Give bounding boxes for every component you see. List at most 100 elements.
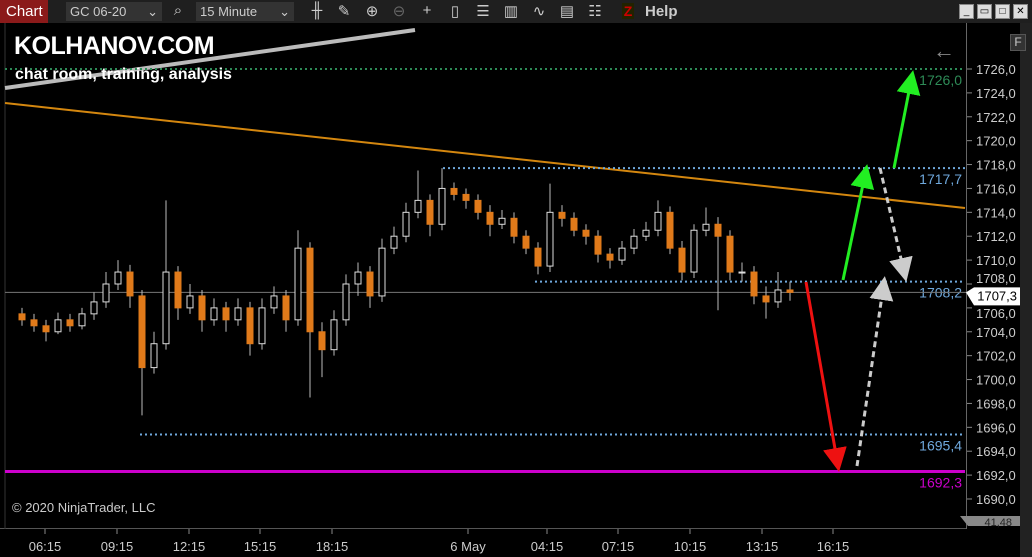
candle-body — [198, 295, 206, 321]
chart-tab[interactable]: Chart — [0, 0, 48, 23]
x-tick-label: 13:15 — [746, 539, 779, 554]
candle-body — [138, 295, 146, 369]
instrument-selector[interactable]: GC 06-20 ⌄ — [66, 2, 162, 21]
pencil-icon[interactable]: ✎ — [337, 3, 351, 20]
bottom-indicator-label: 41,48 — [984, 517, 1012, 529]
trendline-gray — [4, 28, 416, 90]
zoom-in-icon[interactable]: ⊕ — [365, 3, 379, 20]
y-tick-label: 1692,0 — [976, 468, 1016, 483]
candle — [186, 283, 194, 314]
candle — [702, 207, 710, 237]
maximize-button[interactable]: □ — [995, 4, 1010, 19]
candle-body — [450, 187, 458, 195]
candle — [690, 224, 698, 279]
z-logo-icon[interactable]: Z — [622, 3, 634, 19]
minimize-button[interactable]: _ — [959, 4, 974, 19]
zoom-out-icon[interactable]: ⊖ — [392, 3, 406, 20]
candle-body — [486, 211, 494, 225]
candle — [138, 289, 146, 416]
data-box-icon[interactable]: ▯ — [450, 3, 460, 20]
interval-selector[interactable]: 15 Minute ⌄ — [196, 2, 294, 21]
candle-body — [174, 271, 182, 309]
candle-body — [594, 235, 602, 255]
properties-icon[interactable]: ▤ — [559, 3, 575, 20]
candle-body — [774, 289, 782, 303]
candle — [534, 242, 542, 275]
candle — [114, 260, 122, 290]
back-arrow-icon[interactable]: ← — [933, 38, 955, 63]
candle-body — [654, 211, 662, 231]
candle-body — [354, 271, 362, 285]
restore-button[interactable]: ▭ — [977, 4, 992, 19]
bar-type-icon[interactable]: ╫ — [311, 2, 323, 19]
candle-body — [426, 199, 434, 225]
candle — [174, 266, 182, 320]
candle-body — [498, 217, 506, 225]
candle — [498, 209, 506, 230]
candle-body — [522, 235, 530, 249]
tagline: chat room, training, analysis — [15, 66, 232, 83]
candle — [402, 202, 410, 243]
close-button[interactable]: ✕ — [1013, 4, 1028, 19]
y-tick-label: 1722,0 — [976, 110, 1016, 125]
candle-body — [678, 247, 686, 273]
candle — [390, 226, 398, 255]
candle — [450, 182, 458, 201]
candle — [234, 298, 242, 326]
candle — [306, 242, 314, 398]
candle — [714, 217, 722, 311]
candle-body — [690, 229, 698, 273]
candle — [510, 212, 518, 244]
candle-body — [42, 325, 50, 333]
candle-body — [150, 343, 158, 369]
toolbar: Chart GC 06-20 ⌄ ⌕ 15 Minute ⌄ ╫ ✎ ⊕ ⊖ + ▯… — [0, 0, 1032, 23]
y-tick-label: 1726,0 — [976, 62, 1016, 77]
f-button[interactable]: F — [1010, 34, 1026, 51]
help-menu[interactable]: Help — [645, 3, 678, 20]
arrow-green — [892, 70, 921, 169]
candle — [54, 312, 62, 335]
window-controls: _ ▭ □ ✕ — [959, 4, 1028, 19]
crosshair-icon[interactable]: + — [422, 2, 432, 19]
candle-body — [786, 289, 794, 293]
candle — [726, 230, 734, 281]
y-tick-label: 1708,0 — [976, 271, 1016, 286]
indicators-icon[interactable]: ▥ — [503, 3, 519, 20]
x-tick-label: 09:15 — [101, 539, 134, 554]
candle — [606, 248, 614, 269]
x-tick-label: 6 May — [450, 539, 486, 554]
chevron-down-icon: ⌄ — [279, 4, 290, 19]
candle-body — [546, 211, 554, 267]
candle-body — [186, 295, 194, 309]
search-icon[interactable]: ⌕ — [173, 2, 183, 19]
list-icon[interactable]: ☷ — [588, 3, 602, 20]
level-label: 1726,0 — [919, 72, 962, 88]
templates-icon[interactable]: ☰ — [476, 3, 490, 20]
candle — [330, 310, 338, 356]
y-tick-label: 1720,0 — [976, 134, 1016, 149]
candle — [42, 319, 50, 342]
trendline-orange — [4, 102, 966, 209]
candle-body — [630, 235, 638, 249]
candle-body — [234, 307, 242, 321]
candle-body — [222, 307, 230, 321]
arrow-red — [804, 281, 847, 472]
candle-body — [462, 193, 470, 201]
candle-body — [294, 247, 302, 321]
y-tick-label: 1704,0 — [976, 325, 1016, 340]
candle — [462, 188, 470, 209]
y-tick-label: 1702,0 — [976, 349, 1016, 364]
strategies-icon[interactable]: ∿ — [532, 3, 546, 20]
candle-body — [126, 271, 134, 297]
candle-body — [210, 307, 218, 321]
candle-body — [474, 199, 482, 213]
candle-body — [318, 331, 326, 351]
candle-body — [30, 319, 38, 327]
y-tick-label: 1710,0 — [976, 253, 1016, 268]
candle-body — [18, 313, 26, 321]
y-tick-label: 1694,0 — [976, 444, 1016, 459]
candle — [282, 289, 290, 332]
x-tick-label: 07:15 — [602, 539, 635, 554]
candle-body — [414, 199, 422, 213]
